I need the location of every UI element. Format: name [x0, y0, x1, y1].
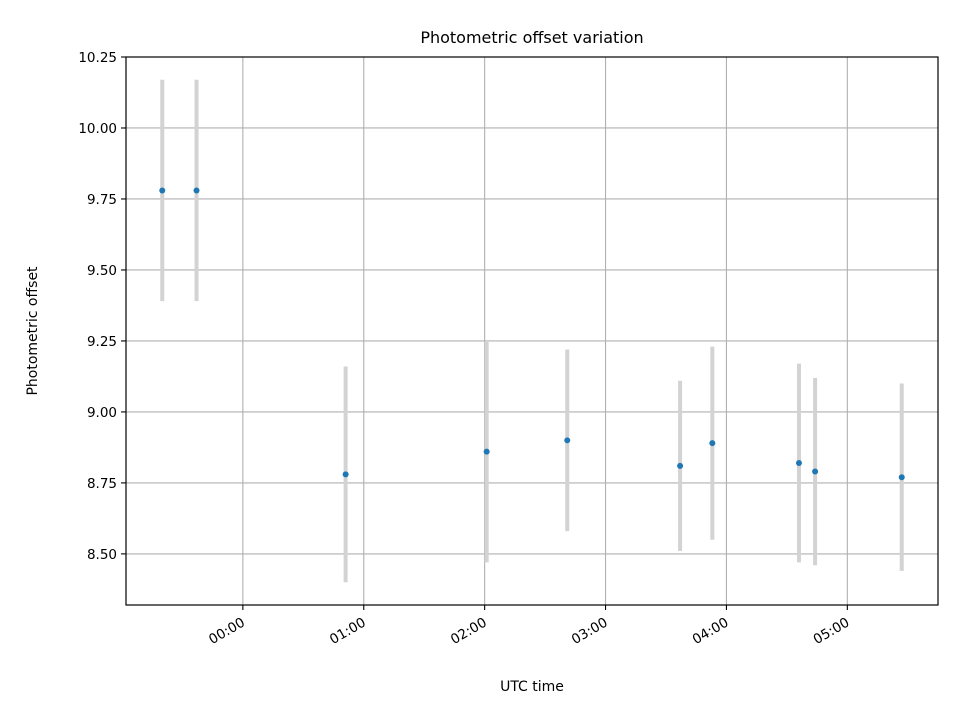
y-tick-label: 9.50	[87, 263, 117, 279]
y-tick-label: 8.50	[87, 547, 117, 563]
y-tick-label: 10.00	[78, 121, 117, 137]
x-axis-label: UTC time	[500, 679, 564, 695]
x-tick-label: 05:00	[811, 615, 853, 648]
data-point	[812, 468, 819, 475]
data-point	[483, 448, 490, 455]
data-point	[564, 437, 571, 444]
x-axis-ticks: 00:00 01:00 02:00 03:00 04:00 05:00	[206, 605, 852, 648]
y-tick-label: 9.25	[87, 334, 117, 350]
x-tick-label: 01:00	[327, 615, 369, 648]
y-tick-label: 9.00	[87, 405, 117, 421]
data-point	[795, 460, 802, 467]
data-point	[709, 440, 716, 447]
data-point	[898, 474, 905, 481]
x-tick-label: 04:00	[690, 615, 732, 648]
data-point	[677, 462, 684, 469]
data-point	[342, 471, 349, 478]
error-bars	[160, 79, 904, 583]
y-tick-label: 9.75	[87, 192, 117, 208]
data-point	[159, 187, 166, 194]
y-axis-label: Photometric offset	[25, 266, 41, 396]
chart-title: Photometric offset variation	[420, 28, 643, 47]
y-axis-ticks: 8.50 8.75 9.00 9.25 9.50 9.75 10.00 10.25	[78, 50, 126, 563]
y-tick-label: 10.25	[78, 50, 117, 66]
x-tick-label: 02:00	[448, 615, 490, 648]
y-tick-label: 8.75	[87, 476, 117, 492]
plot-frame	[125, 56, 939, 606]
data-points	[159, 187, 905, 481]
x-tick-label: 03:00	[569, 615, 611, 648]
x-tick-label: 00:00	[206, 615, 248, 648]
data-point	[193, 187, 200, 194]
